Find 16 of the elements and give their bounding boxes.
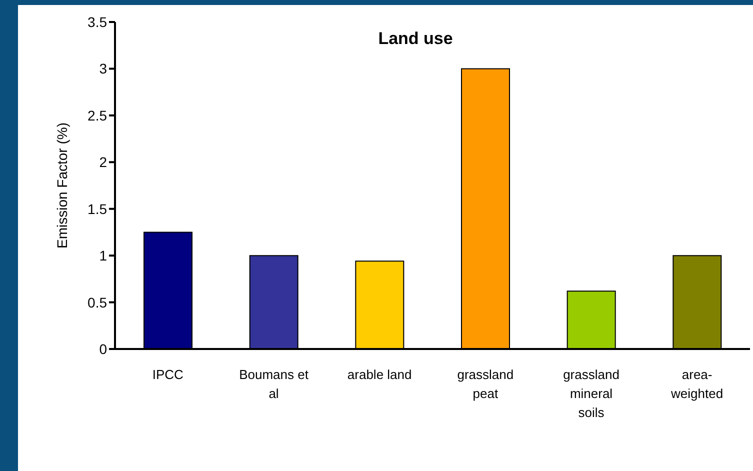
y-tick-label: 1.5 — [88, 200, 108, 217]
x-tick-label: arable land — [347, 367, 412, 382]
x-tick-label: IPCC — [152, 367, 184, 382]
y-tick-label: 0.5 — [88, 294, 108, 310]
y-tick-label: 2.5 — [88, 107, 108, 124]
x-tick-label: Boumans et al — [239, 367, 309, 401]
y-tick-label: 1 — [99, 248, 108, 264]
y-axis-title: Emission Factor (%) — [54, 122, 70, 249]
x-tick-label: area-weighted — [670, 367, 724, 401]
chart-title: Land use — [377, 29, 454, 49]
x-tick-label: grassland peat — [457, 367, 514, 401]
y-tick-label: 3 — [99, 60, 108, 77]
y-tick-label: 0 — [99, 340, 108, 357]
x-tick-label: grassland mineral soils — [563, 367, 620, 420]
y-tick-label: 3.5 — [88, 14, 108, 30]
y-tick-label: 2 — [99, 154, 108, 170]
